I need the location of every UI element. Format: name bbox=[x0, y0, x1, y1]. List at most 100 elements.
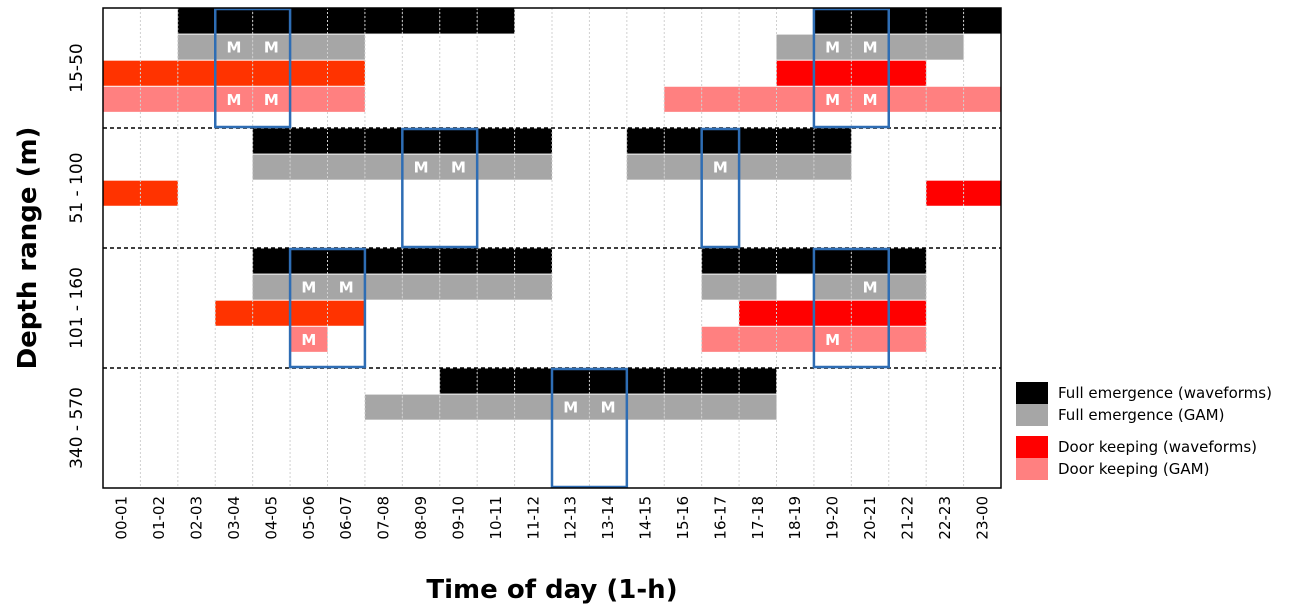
cell-full_waveforms-g0-h23 bbox=[963, 8, 1001, 34]
x-tick-label: 13-14 bbox=[599, 496, 617, 540]
x-tick-label: 05-06 bbox=[300, 496, 318, 540]
x-tick-label: 07-08 bbox=[375, 496, 393, 540]
cell-full_waveforms-g2-h9 bbox=[439, 248, 478, 274]
cell-full_waveforms-g0-h5 bbox=[290, 8, 328, 34]
cell-full_gam-g3-h12 bbox=[552, 394, 590, 420]
cell-full_gam-g1-h4 bbox=[252, 154, 291, 180]
cell-full_waveforms-g1-h5 bbox=[290, 128, 328, 154]
cell-full_waveforms-g1-h6 bbox=[327, 128, 365, 154]
y-axis-title: Depth range (m) bbox=[13, 127, 43, 370]
x-tick-label: 22-23 bbox=[936, 496, 954, 540]
m-mark: M bbox=[226, 39, 241, 57]
cell-door_gam-g0-h19 bbox=[813, 86, 852, 112]
cell-full_waveforms-g2-h21 bbox=[888, 248, 927, 274]
m-mark: M bbox=[863, 91, 878, 109]
cell-full_gam-g2-h9 bbox=[439, 274, 478, 300]
cell-full_gam-g2-h16 bbox=[701, 274, 740, 300]
cell-full_waveforms-g2-h20 bbox=[851, 248, 889, 274]
cell-door_waveforms-g0-h2 bbox=[177, 60, 216, 86]
m-mark: M bbox=[226, 91, 241, 109]
cell-full_gam-g2-h19 bbox=[813, 274, 852, 300]
cell-door_waveforms-g2-h20 bbox=[851, 300, 889, 326]
cell-full_waveforms-g0-h22 bbox=[926, 8, 964, 34]
legend-label-door_waveforms: Door keeping (waveforms) bbox=[1058, 438, 1257, 456]
cell-full_waveforms-g2-h16 bbox=[701, 248, 740, 274]
cell-full_gam-g1-h7 bbox=[364, 154, 403, 180]
x-tick-label: 10-11 bbox=[487, 496, 505, 540]
legend-swatch-door_gam bbox=[1016, 458, 1048, 480]
cell-door_gam-g0-h17 bbox=[739, 86, 777, 112]
cell-door_waveforms-g1-h22 bbox=[926, 180, 964, 206]
cell-full_gam-g1-h14 bbox=[626, 154, 665, 180]
m-mark: M bbox=[264, 91, 279, 109]
cell-door_waveforms-g2-h17 bbox=[739, 300, 777, 326]
x-tick-label: 14-15 bbox=[637, 496, 655, 540]
cell-door_waveforms-g1-h0 bbox=[103, 180, 141, 206]
cell-full_gam-g0-h22 bbox=[926, 34, 964, 60]
cell-full_gam-g2-h8 bbox=[402, 274, 440, 300]
cell-full_gam-g2-h6 bbox=[327, 274, 365, 300]
cell-door_gam-g0-h0 bbox=[103, 86, 141, 112]
x-tick-label: 08-09 bbox=[412, 496, 430, 540]
cell-full_gam-g1-h16 bbox=[701, 154, 740, 180]
cell-full_gam-g3-h9 bbox=[439, 394, 478, 420]
cell-full_waveforms-g2-h8 bbox=[402, 248, 440, 274]
plot-frame bbox=[102, 7, 1002, 489]
cell-full_waveforms-g2-h5 bbox=[290, 248, 328, 274]
group-label: 340 - 570 bbox=[67, 387, 87, 469]
cell-full_waveforms-g3-h15 bbox=[664, 368, 702, 394]
cell-door_waveforms-g1-h23 bbox=[963, 180, 1001, 206]
cell-full_gam-g0-h20 bbox=[851, 34, 889, 60]
cell-full_waveforms-g1-h17 bbox=[739, 128, 777, 154]
cell-full_gam-g2-h17 bbox=[739, 274, 777, 300]
highlight-box bbox=[550, 367, 629, 489]
cell-full_waveforms-g3-h9 bbox=[439, 368, 478, 394]
cell-door_gam-g0-h21 bbox=[888, 86, 927, 112]
cell-full_waveforms-g0-h6 bbox=[327, 8, 365, 34]
x-tick-label: 00-01 bbox=[113, 496, 131, 540]
cell-full_gam-g1-h8 bbox=[402, 154, 440, 180]
cell-door_waveforms-g2-h3 bbox=[215, 300, 253, 326]
cell-full_waveforms-g0-h8 bbox=[402, 8, 440, 34]
cell-full_waveforms-g1-h18 bbox=[776, 128, 814, 154]
cell-full_waveforms-g1-h9 bbox=[439, 128, 478, 154]
cell-full_waveforms-g0-h10 bbox=[477, 8, 515, 34]
x-tick-label: 12-13 bbox=[562, 496, 580, 540]
cell-full_gam-g3-h17 bbox=[739, 394, 777, 420]
cell-full_waveforms-g0-h9 bbox=[439, 8, 478, 34]
cell-full_gam-g0-h3 bbox=[215, 34, 253, 60]
cell-full_waveforms-g0-h3 bbox=[215, 8, 253, 34]
x-tick-label: 01-02 bbox=[150, 496, 168, 540]
cell-full_waveforms-g0-h7 bbox=[364, 8, 403, 34]
m-mark: M bbox=[863, 279, 878, 297]
x-tick-label: 09-10 bbox=[449, 496, 467, 540]
m-mark: M bbox=[301, 279, 316, 297]
cell-full_gam-g2-h10 bbox=[477, 274, 515, 300]
cell-full_waveforms-g1-h11 bbox=[514, 128, 552, 154]
cell-door_gam-g2-h21 bbox=[888, 326, 927, 352]
x-tick-label: 17-18 bbox=[749, 496, 767, 540]
cell-door_waveforms-g0-h5 bbox=[290, 60, 328, 86]
cell-full_waveforms-g1-h16 bbox=[701, 128, 740, 154]
plot-cells bbox=[103, 8, 1001, 420]
x-tick-label: 18-19 bbox=[786, 496, 804, 540]
grid-lines bbox=[139, 8, 965, 488]
cell-door_gam-g0-h23 bbox=[963, 86, 1001, 112]
cell-door_waveforms-g0-h3 bbox=[215, 60, 253, 86]
cell-full_waveforms-g0-h19 bbox=[813, 8, 852, 34]
cell-full_gam-g3-h8 bbox=[402, 394, 440, 420]
cell-door_gam-g0-h6 bbox=[327, 86, 365, 112]
legend: Full emergence (waveforms) Full emergence… bbox=[1016, 382, 1272, 480]
cell-door_gam-g2-h20 bbox=[851, 326, 889, 352]
cell-full_waveforms-g2-h7 bbox=[364, 248, 403, 274]
cell-full_gam-g1-h9 bbox=[439, 154, 478, 180]
m-mark: M bbox=[301, 331, 316, 349]
cell-full_gam-g1-h11 bbox=[514, 154, 552, 180]
cell-full_waveforms-g2-h10 bbox=[477, 248, 515, 274]
cell-full_gam-g2-h4 bbox=[252, 274, 291, 300]
cell-full_gam-g3-h16 bbox=[701, 394, 740, 420]
m-mark: M bbox=[414, 159, 429, 177]
cell-door_waveforms-g2-h5 bbox=[290, 300, 328, 326]
cell-full_gam-g1-h18 bbox=[776, 154, 814, 180]
